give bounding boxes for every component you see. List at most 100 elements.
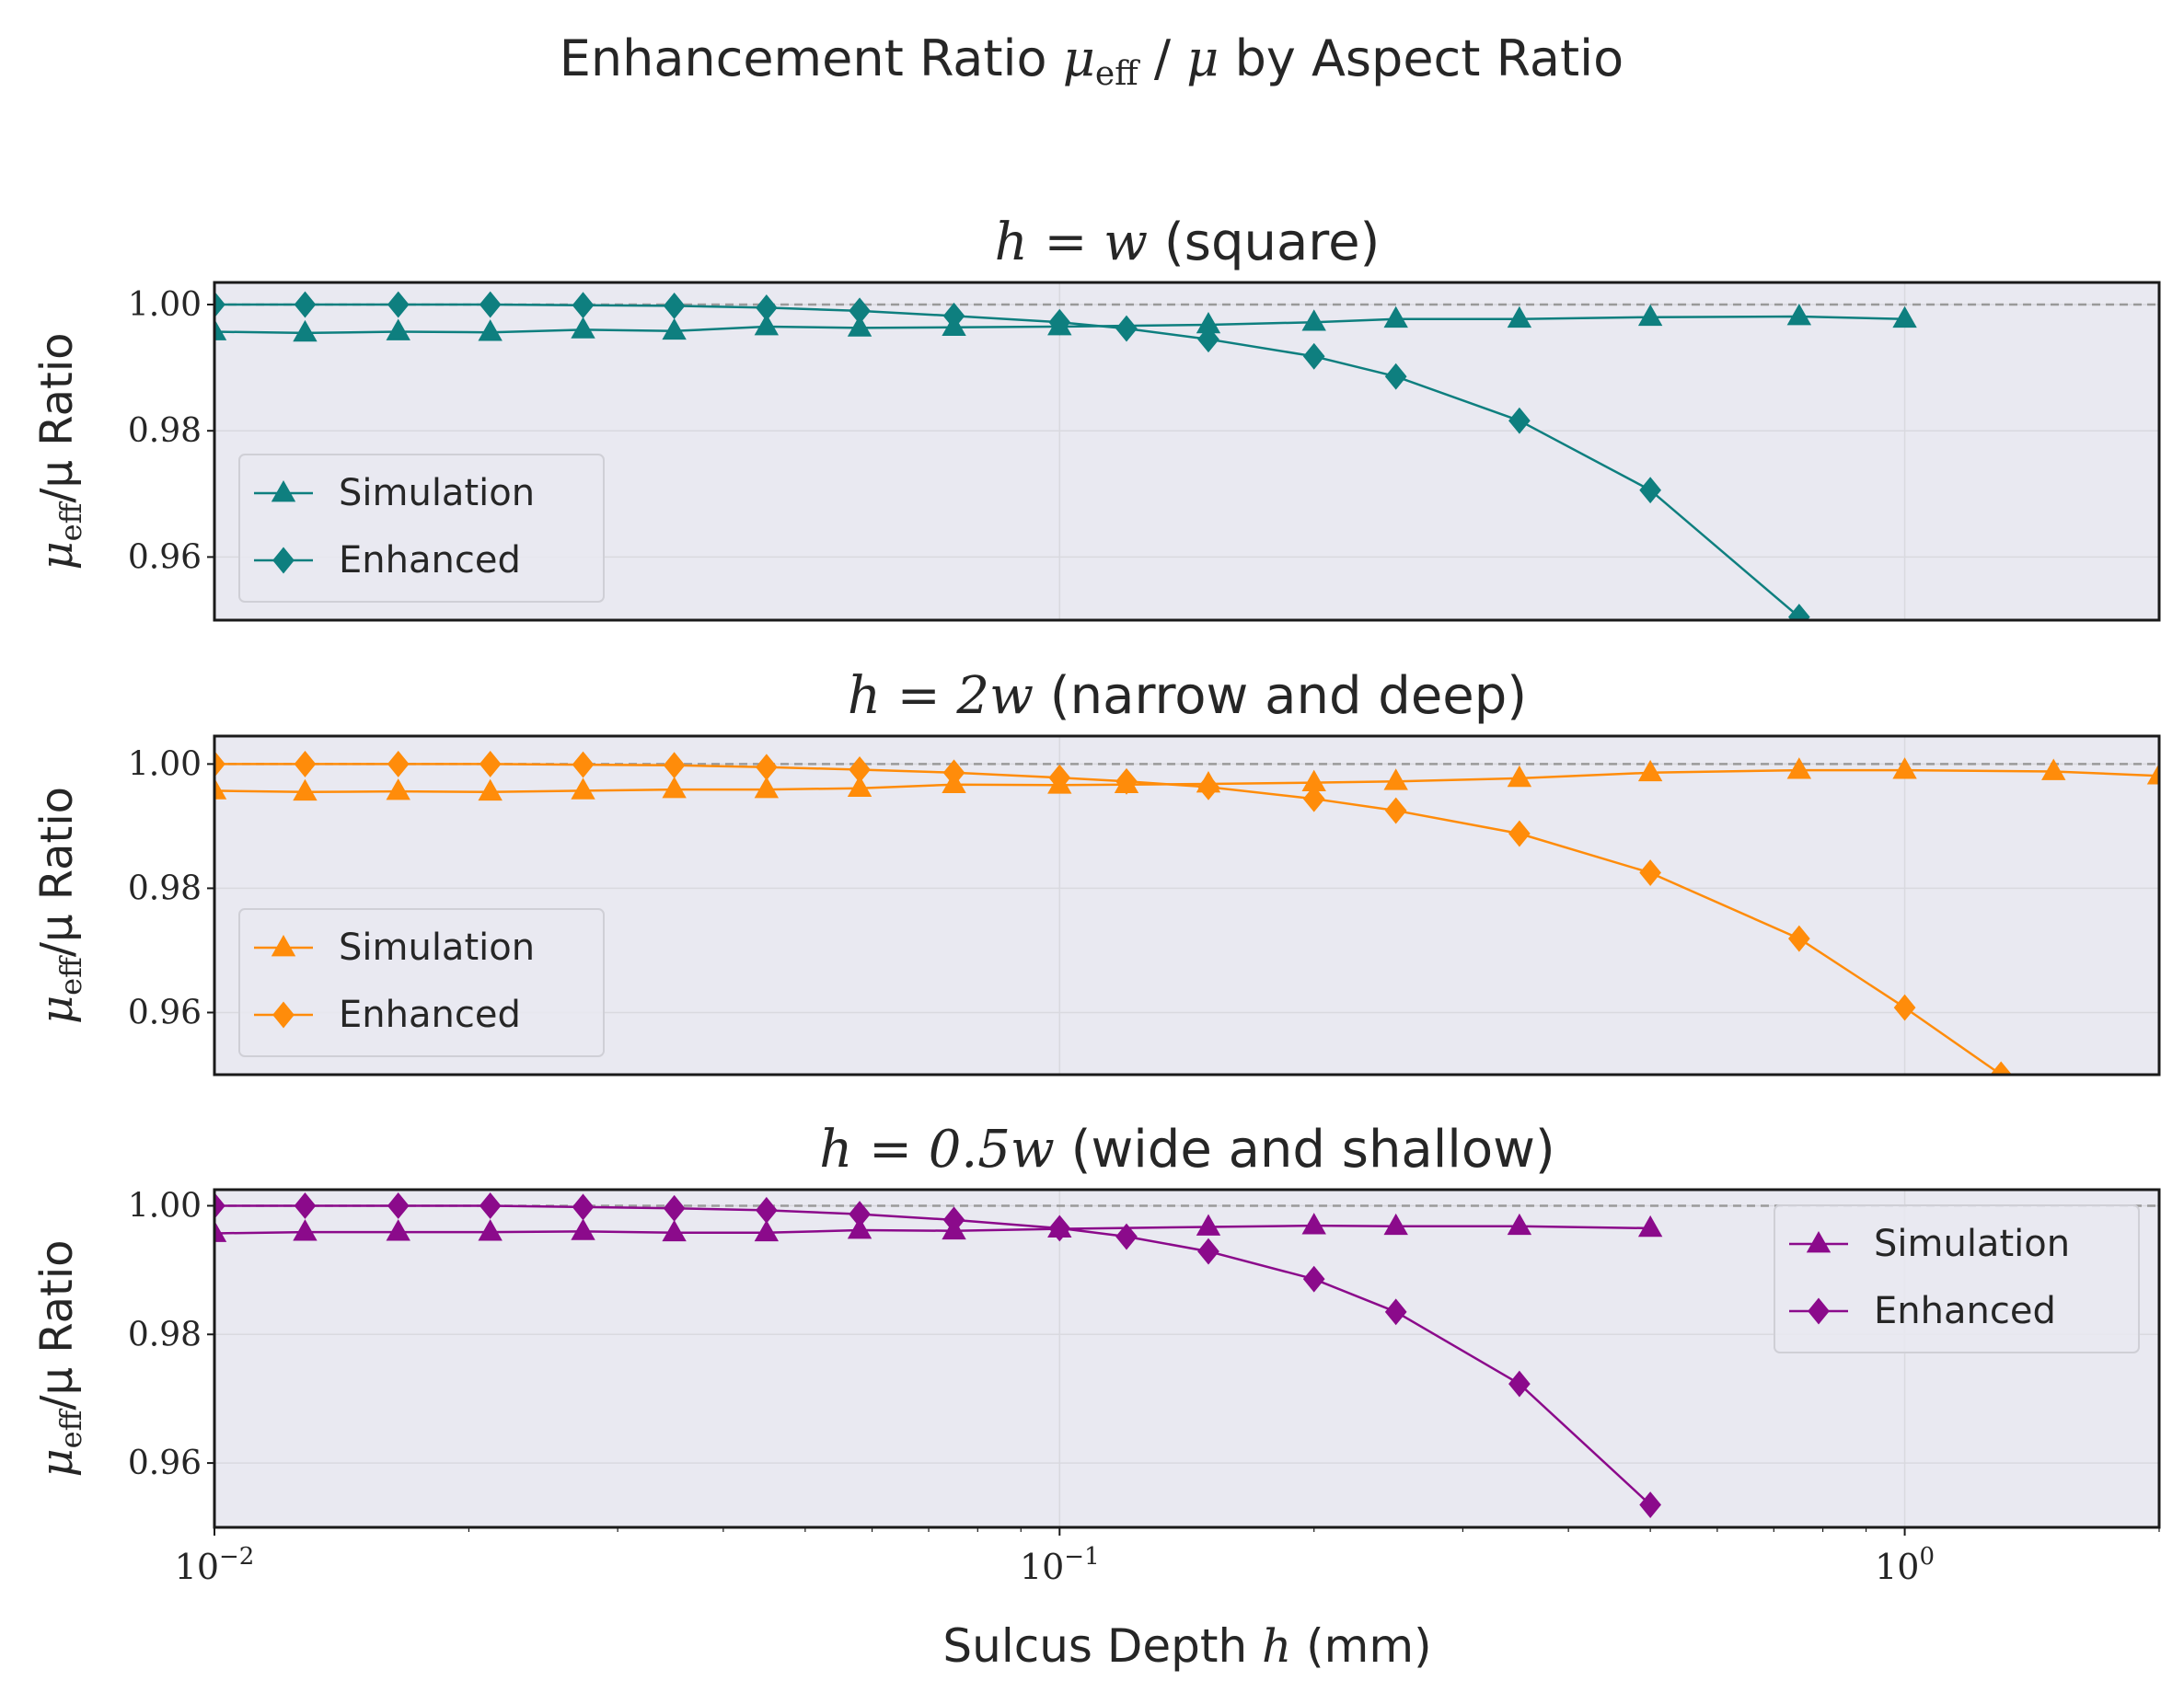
y-tick-label: 1.00 [128, 745, 202, 783]
diamond-point [1639, 477, 1661, 504]
triangle-point [571, 1218, 595, 1240]
triangle-point [662, 1219, 687, 1242]
triangle-point [571, 317, 595, 339]
diamond-point [849, 1201, 871, 1228]
diamond-point [479, 1192, 502, 1219]
legend-label: Simulation [339, 927, 535, 969]
triangle-point [1383, 305, 1408, 328]
diamond-point [387, 1192, 410, 1219]
legend: Simulation Enhanced [238, 908, 605, 1057]
legend-box [1774, 1204, 2140, 1353]
triangle-point [571, 777, 595, 800]
figure-title-slash: / [1138, 29, 1187, 87]
figure-title-eff: eff [1095, 55, 1140, 93]
legend-entry-simulation: Simulation [1789, 1223, 2070, 1265]
triangle-point [386, 778, 410, 800]
triangle-point [1301, 1213, 1326, 1235]
diamond-point [294, 750, 317, 777]
series-line [214, 768, 2159, 794]
triangle-point [662, 777, 687, 799]
triangle-point [1301, 309, 1326, 331]
triangle-point [1507, 305, 1532, 328]
legend-diamond-icon [272, 1001, 295, 1029]
plot-frame [213, 734, 2161, 1077]
diamond-point [1384, 1298, 1407, 1326]
diamond-point [1048, 308, 1071, 336]
legend-entry-enhanced: Enhanced [254, 994, 521, 1036]
legend-label: Enhanced [339, 539, 521, 581]
diamond-point [1302, 1265, 1325, 1293]
triangle-point [754, 1219, 780, 1242]
figure-title-mu2: μ [1186, 29, 1219, 87]
panels: 1.000.980.96h = w (square)μeff/μ Ratio Si… [31, 213, 2161, 1529]
series-area [214, 291, 1917, 620]
triangle-point [214, 1220, 227, 1242]
legend-label: Enhanced [339, 994, 521, 1036]
triangle-point [847, 775, 872, 798]
triangle-point [1196, 1214, 1221, 1236]
triangle-point [478, 1219, 503, 1241]
panel-title-math: h = 2w [848, 666, 1034, 726]
legend-entry-simulation: Simulation [254, 927, 535, 969]
y-axis-label-eff: eff [53, 955, 88, 996]
y-axis-label-mu: μ [31, 541, 83, 570]
x-axis-label-suffix: (mm) [1291, 1619, 1431, 1673]
diamond-point [849, 756, 871, 783]
diamond-point [572, 1193, 595, 1221]
y-axis-label-eff: eff [53, 1408, 88, 1448]
figure-title-prefix: Enhancement Ratio [560, 29, 1063, 87]
legend-label: Simulation [339, 472, 535, 514]
legend-label: Simulation [1874, 1223, 2070, 1265]
y-axis-label: μeff/μ Ratio [31, 787, 88, 1024]
diamond-point [1787, 925, 1810, 952]
x-axis-label-prefix: Sulcus Depth [942, 1619, 1262, 1673]
triangle-point [1383, 768, 1408, 790]
triangle-point [386, 1219, 410, 1241]
panel-1: 1.00 0.98 0.96 h = w (square) μeff/μ Ratio Si… [31, 213, 2161, 622]
y-axis-label-mu: μ [31, 1448, 83, 1477]
series-enhanced [214, 291, 1810, 620]
diamond-point [1115, 767, 1138, 795]
triangle-point [478, 778, 503, 801]
diamond-point [755, 1196, 778, 1224]
diamond-point [663, 1194, 686, 1222]
series-line [214, 1204, 1651, 1506]
y-axis-label: μeff/μ Ratio [31, 1239, 88, 1477]
diamond-point [1508, 1370, 1531, 1398]
triangle-point [1637, 304, 1663, 327]
triangle-point [386, 318, 410, 340]
legend-diamond-icon [272, 547, 295, 574]
figure-title-suffix: by Aspect Ratio [1219, 29, 1624, 87]
series-enhanced [214, 750, 2013, 1075]
diamond-point [1115, 315, 1138, 342]
diamond-point [755, 294, 778, 321]
y-tick-label: 1.00 [128, 286, 202, 324]
legend: Simulation Enhanced [1774, 1204, 2140, 1353]
triangle-point [1637, 759, 1663, 782]
diamond-point [1115, 1223, 1138, 1250]
panel-title: h = w (square) [995, 213, 1381, 272]
legend-triangle-icon [1806, 1230, 1832, 1253]
diamond-point [1893, 994, 1916, 1021]
triangle-point [847, 1217, 872, 1239]
triangle-point [1507, 765, 1532, 788]
diamond-point [387, 291, 410, 318]
diamond-point [479, 750, 502, 777]
diamond-point [1048, 764, 1071, 791]
triangle-point [293, 778, 318, 801]
diamond-point [755, 754, 778, 781]
diamond-point [1197, 326, 1219, 353]
triangle-point [1637, 1215, 1663, 1238]
diamond-point [294, 1192, 317, 1219]
triangle-point [754, 777, 780, 799]
x-tick-exponent: −2 [219, 1543, 254, 1571]
diamond-point [1302, 785, 1325, 812]
y-tick-label: 0.98 [128, 412, 202, 450]
legend-label: Enhanced [1874, 1290, 2056, 1332]
legend-entry-simulation: Simulation [254, 472, 535, 514]
panel-title-math: h = 0.5w [819, 1120, 1055, 1180]
legend: Simulation Enhanced [238, 454, 605, 603]
figure-title: Enhancement Ratio μeff / μ by Aspect Rat… [560, 29, 1624, 93]
legend-entry-enhanced: Enhanced [254, 539, 521, 581]
